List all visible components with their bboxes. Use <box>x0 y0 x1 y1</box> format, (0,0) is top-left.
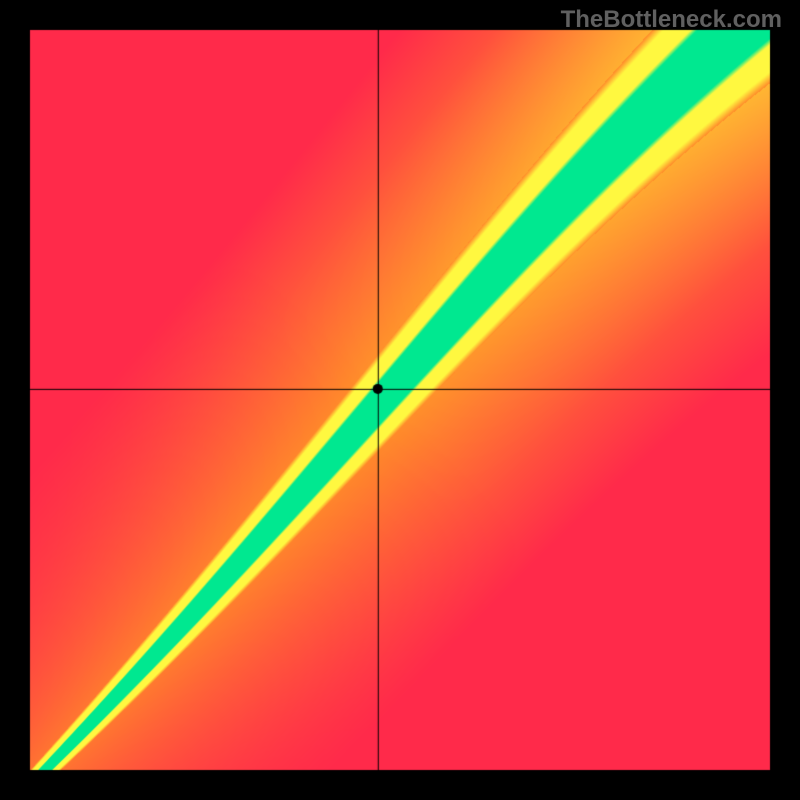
bottleneck-heatmap <box>0 0 800 800</box>
watermark-label: TheBottleneck.com <box>561 6 782 34</box>
